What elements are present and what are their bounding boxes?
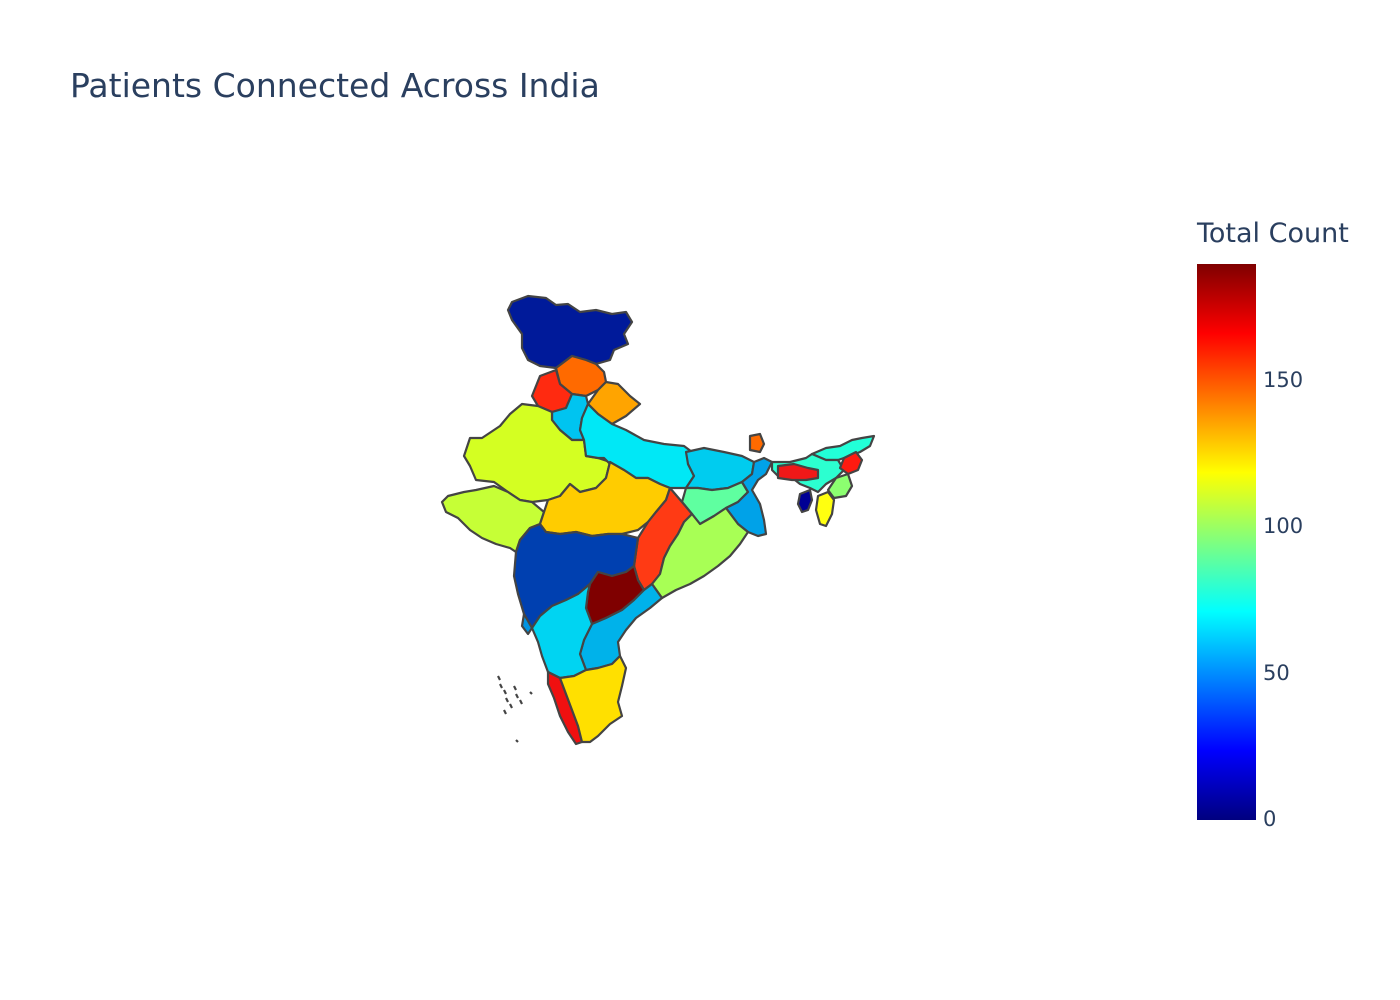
state-goa[interactable]	[520, 612, 534, 636]
colorbar-tick-label: 0	[1263, 807, 1277, 831]
state-uttar-pradesh[interactable]	[578, 402, 696, 490]
colorbar-title: Total Count	[1197, 218, 1349, 249]
state-tripura[interactable]	[796, 488, 814, 514]
colorbar	[1197, 264, 1256, 820]
state-andaman-and-nicobar-islands	[497, 675, 533, 743]
state-arunachal-pradesh[interactable]	[810, 434, 876, 462]
colorbar-tick-label: 100	[1263, 514, 1304, 539]
state-manipur[interactable]	[826, 472, 854, 500]
colorbar-tick-label: 50	[1263, 660, 1290, 685]
state-nagaland[interactable]	[838, 450, 864, 476]
state-mizoram[interactable]	[814, 490, 836, 528]
state-karnataka[interactable]	[530, 582, 594, 680]
chart-title: Patients Connected Across India	[70, 66, 600, 105]
state-tamil-nadu[interactable]	[558, 654, 628, 744]
colorbar-tick-label: 150	[1263, 368, 1304, 393]
state-jammu-and-kashmir[interactable]	[506, 294, 634, 370]
state-meghalaya[interactable]	[776, 462, 820, 482]
state-odisha[interactable]	[650, 506, 750, 600]
state-west-bengal[interactable]	[724, 456, 774, 538]
state-sikkim[interactable]	[748, 432, 766, 454]
